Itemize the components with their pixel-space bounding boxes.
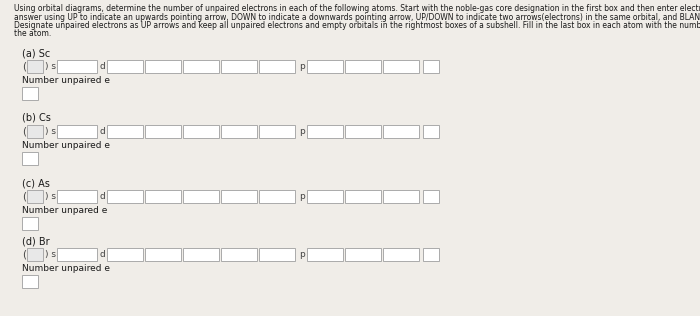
- Bar: [259, 190, 295, 203]
- Text: p: p: [299, 250, 304, 259]
- Bar: [22, 217, 38, 230]
- Bar: [259, 125, 295, 138]
- Bar: [183, 190, 219, 203]
- Text: answer using UP to indicate an upwards pointing arrow, DOWN to indicate a downwa: answer using UP to indicate an upwards p…: [14, 13, 700, 21]
- Bar: [183, 125, 219, 138]
- Bar: [345, 60, 381, 73]
- Text: d: d: [99, 127, 105, 136]
- Text: d: d: [99, 192, 105, 201]
- Bar: [345, 248, 381, 261]
- Bar: [107, 248, 143, 261]
- Text: p: p: [299, 62, 304, 71]
- Bar: [383, 248, 419, 261]
- Bar: [107, 125, 143, 138]
- Text: d: d: [99, 250, 105, 259]
- Text: (b) Cs: (b) Cs: [22, 113, 51, 123]
- Bar: [107, 190, 143, 203]
- Text: ) s: ) s: [45, 127, 56, 136]
- Bar: [27, 248, 43, 261]
- Text: (: (: [22, 126, 26, 137]
- Bar: [307, 125, 343, 138]
- Bar: [423, 125, 439, 138]
- Bar: [107, 60, 143, 73]
- Bar: [27, 190, 43, 203]
- Bar: [22, 87, 38, 100]
- Text: the atom.: the atom.: [14, 29, 51, 39]
- Bar: [221, 190, 257, 203]
- Bar: [423, 60, 439, 73]
- Text: (: (: [22, 250, 26, 259]
- Bar: [307, 248, 343, 261]
- Bar: [345, 190, 381, 203]
- Text: Number unpaired e: Number unpaired e: [22, 76, 110, 85]
- Bar: [145, 125, 181, 138]
- Bar: [183, 248, 219, 261]
- Bar: [27, 125, 43, 138]
- Bar: [27, 60, 43, 73]
- Text: (a) Sc: (a) Sc: [22, 48, 50, 58]
- Bar: [57, 190, 97, 203]
- Bar: [221, 60, 257, 73]
- Bar: [145, 60, 181, 73]
- Text: Using orbital diagrams, determine the number of unpaired electrons in each of th: Using orbital diagrams, determine the nu…: [14, 4, 700, 13]
- Text: Number unpaired e: Number unpaired e: [22, 264, 110, 273]
- Bar: [383, 60, 419, 73]
- Text: Designate unpaired electrons as UP arrows and keep all unpaired electrons and em: Designate unpaired electrons as UP arrow…: [14, 21, 700, 30]
- Text: ) s: ) s: [45, 192, 56, 201]
- Bar: [423, 248, 439, 261]
- Text: p: p: [299, 127, 304, 136]
- Bar: [345, 125, 381, 138]
- Bar: [221, 125, 257, 138]
- Bar: [145, 190, 181, 203]
- Text: (: (: [22, 191, 26, 202]
- Bar: [423, 190, 439, 203]
- Bar: [22, 152, 38, 165]
- Bar: [221, 248, 257, 261]
- Bar: [57, 248, 97, 261]
- Text: (c) As: (c) As: [22, 178, 50, 188]
- Text: (d) Br: (d) Br: [22, 236, 50, 246]
- Text: (: (: [22, 62, 26, 71]
- Text: p: p: [299, 192, 304, 201]
- Bar: [383, 190, 419, 203]
- Bar: [57, 60, 97, 73]
- Bar: [259, 60, 295, 73]
- Text: Number unpaired e: Number unpaired e: [22, 141, 110, 150]
- Bar: [383, 125, 419, 138]
- Text: ) s: ) s: [45, 250, 56, 259]
- Text: ) s: ) s: [45, 62, 56, 71]
- Bar: [307, 190, 343, 203]
- Bar: [259, 248, 295, 261]
- Bar: [145, 248, 181, 261]
- Bar: [183, 60, 219, 73]
- Text: d: d: [99, 62, 105, 71]
- Bar: [307, 60, 343, 73]
- Text: Number unpared e: Number unpared e: [22, 206, 107, 215]
- Bar: [57, 125, 97, 138]
- Bar: [22, 275, 38, 288]
